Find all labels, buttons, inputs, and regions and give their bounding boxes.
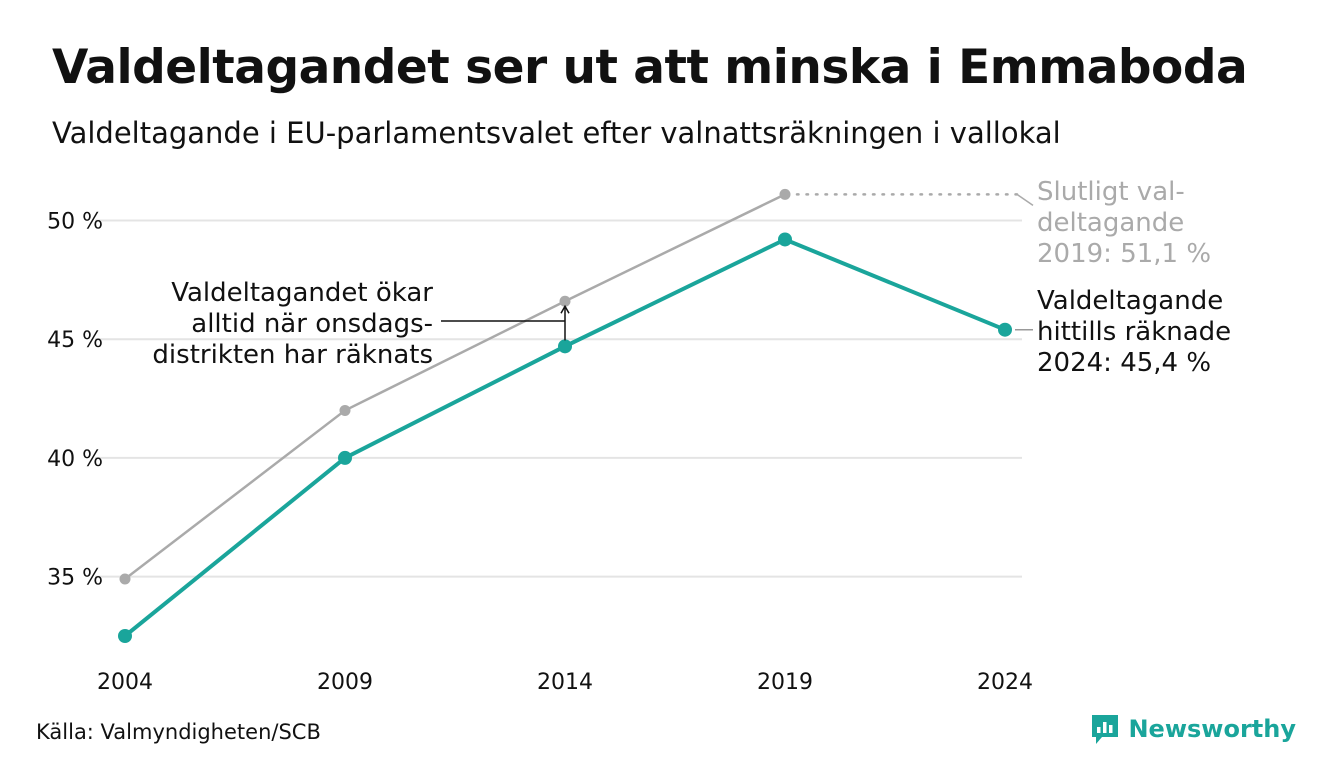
current-2024-label: Valdeltagande — [1037, 286, 1223, 316]
final-2019-label: deltagande — [1037, 208, 1184, 238]
note-arrowhead — [560, 304, 570, 314]
final-2019-label: Slutligt val- — [1037, 177, 1185, 207]
brand-name: Newsworthy — [1128, 715, 1296, 743]
y-tick-label: 40 % — [47, 447, 103, 472]
counted-turnout-point — [778, 232, 792, 247]
final-2019-leader — [1016, 193, 1034, 206]
counted-turnout-point — [558, 339, 572, 354]
final-turnout-point — [559, 295, 571, 307]
note-label: distrikten har räknats — [152, 340, 433, 370]
final-turnout-point — [119, 573, 131, 585]
note-label: Valdeltagandet ökar — [171, 278, 433, 308]
x-tick-label: 2024 — [977, 670, 1033, 695]
x-tick-label: 2014 — [537, 670, 593, 695]
source-note: Källa: Valmyndigheten/SCB — [36, 720, 321, 744]
current-2024-label: hittills räknade — [1037, 317, 1231, 347]
final-turnout-line — [124, 193, 786, 581]
final-2019-label: 2019: 51,1 % — [1037, 239, 1211, 269]
y-tick-label: 45 % — [47, 328, 103, 353]
y-tick-label: 50 % — [47, 209, 103, 234]
x-tick-label: 2009 — [317, 670, 373, 695]
chart-title: Valdeltagandet ser ut att minska i Emmab… — [52, 40, 1248, 95]
final-turnout-point — [779, 188, 791, 200]
counted-turnout-point — [338, 450, 352, 465]
newsworthy-logo-icon — [1092, 715, 1119, 744]
x-tick-label: 2019 — [757, 670, 813, 695]
x-tick-label: 2004 — [97, 670, 153, 695]
note-label: alltid när onsdags- — [191, 309, 433, 339]
final-turnout-point — [339, 404, 351, 416]
counted-turnout-point — [998, 322, 1012, 337]
counted-turnout-point — [118, 629, 132, 643]
brand-logo: Newsworthy — [1090, 713, 1296, 745]
chart-subtitle: Valdeltagande i EU-parlamentsvalet efter… — [52, 116, 1061, 150]
y-tick-label: 35 % — [47, 566, 103, 591]
current-2024-label: 2024: 45,4 % — [1037, 348, 1211, 378]
